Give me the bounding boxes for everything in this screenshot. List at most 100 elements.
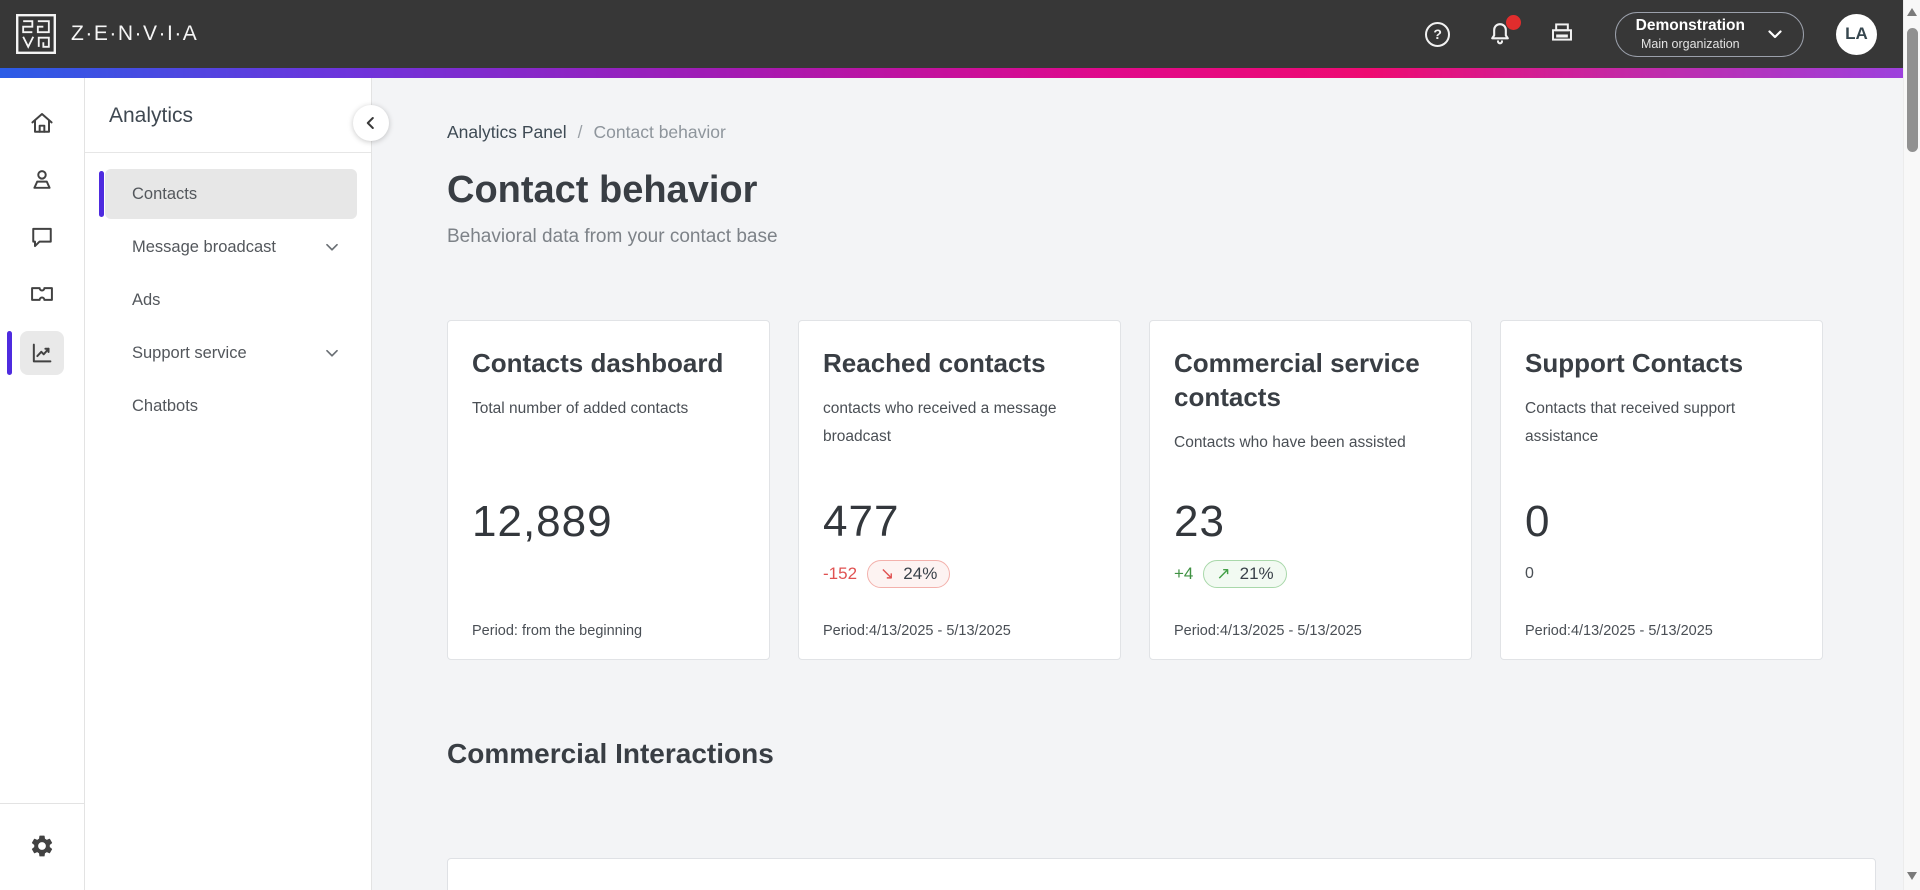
card-period: Period:4/13/2025 - 5/13/2025 (1174, 623, 1362, 639)
card-delta-row: +4 ↗ 21% (1174, 559, 1447, 589)
sidebar-item-contacts[interactable]: Contacts (99, 169, 357, 219)
rail-item-conversations[interactable] (20, 217, 64, 257)
notification-dot (1505, 15, 1521, 30)
rail-item-home[interactable] (20, 103, 64, 143)
main-content: Analytics Panel / Contact behavior Conta… (372, 78, 1903, 890)
breadcrumb-separator: / (577, 122, 583, 142)
breadcrumb-current: Contact behavior (593, 122, 726, 142)
sidebar-item-support-service[interactable]: Support service (105, 328, 357, 378)
chat-bubble-icon (28, 223, 56, 251)
card-description: contacts who received a message broadcas… (823, 399, 1057, 446)
card-title: Reached contacts (823, 348, 1046, 378)
printer-icon (1548, 20, 1576, 48)
organization-subtitle: Main organization (1640, 37, 1740, 51)
card-value-block: 12,889 (472, 497, 745, 547)
section-title-commercial-interactions: Commercial Interactions (447, 738, 774, 769)
trend-down-icon: ↘ (880, 564, 895, 583)
sidebar-collapse-button[interactable] (353, 105, 389, 141)
page-title: Contact behavior (447, 169, 758, 211)
card-period: Period:4/13/2025 - 5/13/2025 (823, 623, 1011, 639)
sidebar-item-message-broadcast[interactable]: Message broadcast (105, 222, 357, 272)
rail-item-analytics[interactable] (7, 331, 64, 375)
zenvia-logo[interactable]: Z·E·N·V·I·A (14, 12, 198, 56)
breadcrumb: Analytics Panel / Contact behavior (447, 122, 1903, 143)
commercial-interactions-card (447, 858, 1876, 890)
bell-icon (1486, 20, 1514, 48)
card-description: Contacts that received support assistanc… (1525, 399, 1736, 446)
trend-badge: ↘ 24% (867, 560, 951, 588)
card-period: Period:4/13/2025 - 5/13/2025 (1525, 623, 1713, 639)
chevron-left-icon (360, 112, 382, 134)
help-button[interactable]: ? (1423, 19, 1453, 49)
organization-name: Demonstration (1635, 17, 1745, 34)
card-value-block: 23 +4 ↗ 21% (1174, 497, 1447, 589)
vertical-scrollbar[interactable] (1903, 0, 1920, 890)
sidebar-item-label: Ads (132, 290, 161, 309)
kpi-cards-row: Contacts dashboard Total number of added… (447, 320, 1903, 660)
card-delta-row: -152 ↘ 24% (823, 559, 1096, 589)
card-delta-row: 0 (1525, 559, 1798, 589)
user-avatar[interactable]: LA (1836, 13, 1877, 55)
card-value: 0 (1525, 497, 1551, 546)
sidebar-nav: Contacts Message broadcast Ads Support s… (85, 153, 371, 431)
top-bar: Z·E·N·V·I·A ? (0, 0, 1903, 68)
sidebar-item-label: Message broadcast (132, 237, 276, 256)
sidebar-item-chatbots[interactable]: Chatbots (105, 381, 357, 431)
chevron-down-icon (1763, 22, 1787, 46)
ticket-icon (28, 280, 56, 308)
sidebar-item-label: Support service (132, 343, 247, 362)
card-title: Contacts dashboard (472, 348, 724, 378)
card-reached-contacts: Reached contacts contacts who received a… (798, 320, 1121, 660)
chevron-down-icon (321, 342, 343, 364)
scrollbar-up-arrow-icon[interactable] (1907, 8, 1917, 16)
card-value-block: 0 0 (1525, 497, 1798, 589)
trend-percent: 24% (903, 564, 938, 583)
card-commercial-service-contacts: Commercial service contacts Contacts who… (1149, 320, 1472, 660)
delta-value: 0 (1525, 565, 1534, 582)
delta-value: -152 (823, 564, 858, 583)
sidebar-item-ads[interactable]: Ads (105, 275, 357, 325)
card-contacts-dashboard: Contacts dashboard Total number of added… (447, 320, 770, 660)
rail-footer (0, 803, 84, 890)
notifications-button[interactable] (1485, 15, 1521, 49)
card-description: Total number of added contacts (472, 399, 689, 417)
person-icon (28, 166, 56, 194)
card-period: Period: from the beginning (472, 623, 643, 639)
delta-value: +4 (1174, 564, 1194, 583)
line-chart-icon (28, 339, 56, 367)
chevron-down-icon (321, 236, 343, 258)
settings-button[interactable] (20, 826, 64, 866)
topbar-actions: ? (1423, 11, 1877, 57)
content-row: Analytics Contacts Message broadcast (0, 78, 1903, 890)
analytics-sidebar: Analytics Contacts Message broadcast (85, 78, 389, 890)
home-icon (28, 109, 56, 137)
organization-switcher[interactable]: Demonstration Main organization (1614, 11, 1804, 57)
organization-labels: Demonstration Main organization (1636, 17, 1745, 51)
card-title: Commercial service contacts (1174, 348, 1420, 412)
card-value-block: 477 -152 ↘ 24% (823, 497, 1096, 589)
card-title: Support Contacts (1525, 348, 1744, 378)
trend-percent: 21% (1239, 564, 1274, 583)
gear-icon (29, 833, 55, 859)
rail-item-sales[interactable] (20, 274, 64, 314)
card-value: 23 (1174, 497, 1225, 546)
zenvia-maze-icon (14, 12, 58, 56)
card-value: 12,889 (472, 497, 613, 546)
trend-badge: ↗ 21% (1203, 560, 1287, 588)
breadcrumb-analytics-panel[interactable]: Analytics Panel (447, 122, 567, 142)
rail-item-contacts[interactable] (20, 160, 64, 200)
scrollbar-down-arrow-icon[interactable] (1907, 872, 1917, 880)
trend-up-icon: ↗ (1216, 564, 1231, 583)
sidebar-item-label: Contacts (132, 184, 198, 203)
brand-gradient-bar (0, 68, 1903, 78)
help-icon: ? (1425, 21, 1451, 47)
brand-wordmark: Z·E·N·V·I·A (71, 22, 199, 45)
print-button[interactable] (1547, 19, 1577, 49)
card-value: 477 (823, 497, 900, 546)
sidebar-item-label: Chatbots (132, 396, 199, 415)
card-description: Contacts who have been assisted (1174, 433, 1406, 451)
page-subtitle: Behavioral data from your contact base (447, 226, 778, 247)
scrollbar-thumb[interactable] (1907, 28, 1918, 152)
sidebar-title: Analytics (85, 78, 371, 153)
